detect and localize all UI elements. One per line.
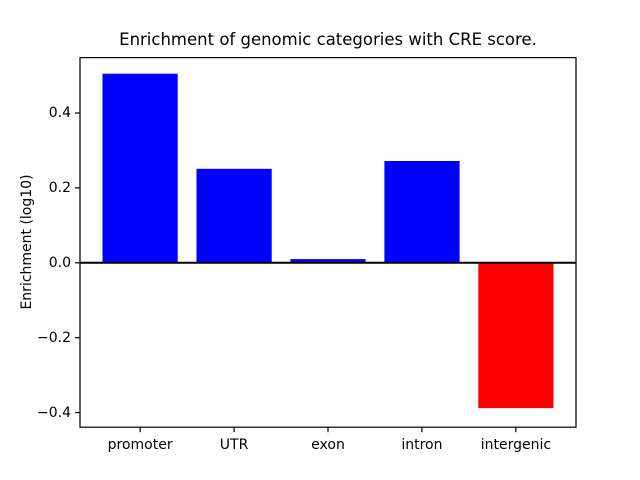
x-tick-label-exon: exon [311,437,345,454]
y-tick-label: 0.2 [48,179,71,196]
y-tick-label: −0.2 [37,329,71,346]
chart-title: Enrichment of genomic categories with CR… [119,30,537,49]
y-tick-label: 0.0 [48,254,71,271]
bar-exon [290,259,366,263]
x-tick-label-intergenic: intergenic [480,437,552,454]
y-tick-label: −0.4 [37,404,71,421]
bar-intron [384,161,460,263]
x-tick-label-UTR: UTR [219,437,249,454]
x-tick-label-promoter: promoter [107,437,173,454]
bar-intergenic [478,262,554,409]
bar-promoter [102,73,178,263]
x-tick-label-intron: intron [401,437,443,454]
y-tick-label: 0.4 [48,105,71,122]
bar-UTR [196,168,272,263]
